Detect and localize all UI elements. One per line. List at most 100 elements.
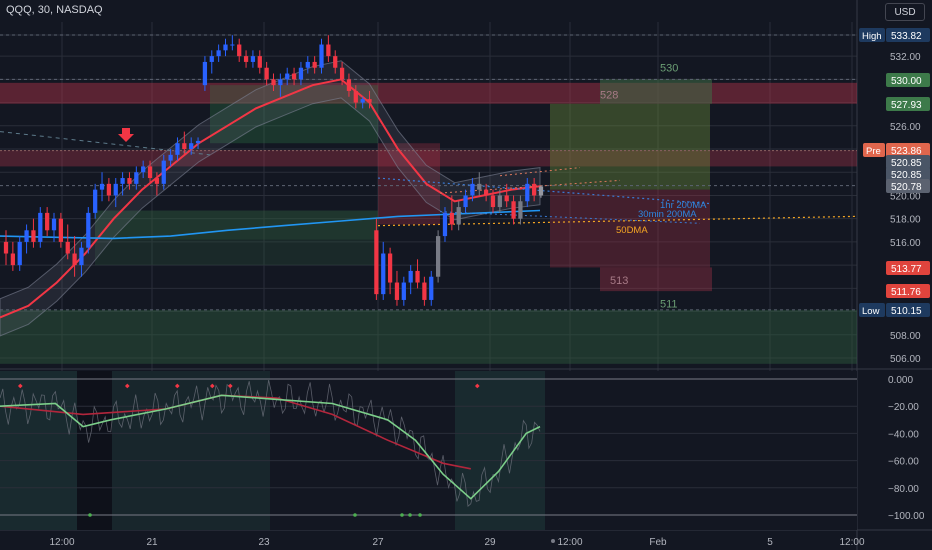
candle-body (525, 183, 530, 202)
price-tick-label: 520.00 (890, 191, 921, 202)
price-badge-prefix (859, 28, 885, 42)
green-zone-mid2 (95, 239, 378, 266)
price-badge-text: 520.85 (891, 170, 922, 181)
level-label-530: 530 (660, 63, 678, 75)
price-badge (886, 179, 930, 193)
osc-raw-line (0, 380, 541, 507)
time-tick-label: 23 (258, 537, 270, 548)
price-badge (886, 73, 930, 87)
candle-body (161, 160, 166, 184)
candle-body (45, 212, 50, 231)
time-marker-icon (551, 539, 555, 543)
time-tick-label: 12:00 (557, 537, 582, 548)
candles (3, 35, 544, 306)
candle-body (374, 230, 379, 295)
ma-blue-line (0, 209, 541, 240)
price-badge-text: 527.93 (891, 100, 922, 111)
osc-signal-dot (400, 513, 404, 517)
red-zone-511 (600, 267, 712, 292)
osc-signal-marker: ◆ (228, 384, 233, 390)
zones (0, 79, 857, 364)
candle-body (3, 241, 9, 254)
candle-body (154, 178, 160, 184)
candle-body (490, 195, 496, 208)
red-zone-top (0, 82, 857, 104)
candle-body (10, 253, 15, 266)
candle-body (230, 44, 235, 46)
candle-body (401, 282, 406, 300)
trendline-left (0, 131, 211, 156)
candle-body (99, 183, 105, 190)
red-zone-pre (0, 150, 857, 167)
candle-body (518, 201, 523, 219)
green-zone-mid (95, 210, 378, 240)
price-badge-prefix-text: Low (862, 306, 880, 317)
price-badge-prefix-text: Pre (866, 146, 881, 157)
candle-body (339, 67, 345, 80)
green-zone-bottom (0, 309, 857, 364)
candle-body (463, 195, 468, 208)
ma-label-50dma: 50DMA (616, 225, 648, 236)
osc-signal-marker: ◆ (18, 384, 23, 390)
candle-body (285, 73, 290, 80)
time-tick-label: 12:00 (839, 537, 864, 548)
osc-green-line (0, 394, 541, 500)
candle-body (387, 253, 393, 283)
candle-body (86, 212, 91, 248)
candle-body (449, 212, 454, 225)
candle-body (504, 195, 509, 202)
price-badge-prefix (859, 303, 885, 317)
candle-body (113, 183, 118, 196)
time-tick-label: Feb (649, 537, 667, 548)
candle-body (195, 140, 201, 144)
candle-body (346, 79, 352, 91)
candle-body (532, 183, 537, 196)
candle-body (319, 44, 324, 68)
oscillator-panel: ◆ ◆ ◆ ◆ ◆ ◆ (0, 371, 857, 530)
price-badge-text: 511.76 (891, 287, 921, 298)
trendline-30m (439, 211, 701, 224)
candle-body (470, 183, 475, 196)
price-tick-label: 526.00 (890, 122, 921, 133)
sell-arrow-icon (118, 128, 134, 142)
candle-body (538, 186, 544, 196)
candle-body (216, 50, 221, 57)
level-label-513: 513 (610, 275, 628, 287)
candle-body (38, 212, 43, 242)
price-tick-label: 532.00 (890, 52, 921, 63)
candle-body (79, 247, 84, 266)
price-badge-text: 530.00 (891, 76, 922, 87)
candle-body (243, 56, 249, 62)
candle-body (17, 241, 22, 266)
candle-body (298, 67, 304, 80)
candle-body (31, 230, 36, 242)
osc-signal-dot (418, 513, 422, 517)
candle-body (415, 270, 420, 283)
candle-body (367, 99, 372, 103)
ma-label-30min: 30min 200MA (638, 209, 697, 220)
price-badge-text: 533.82 (891, 31, 922, 42)
currency-button[interactable]: USD (885, 3, 925, 21)
time-tick-label: 21 (146, 537, 158, 548)
price-badge-text: 523.86 (891, 146, 922, 157)
price-badge (886, 97, 930, 111)
candle-body (120, 178, 125, 184)
candle-body (360, 99, 365, 103)
candle-body (127, 178, 132, 184)
ma-label-1hr: 1hr 200MA (660, 200, 707, 211)
price-badge (886, 28, 930, 42)
price-tick-label: 516.00 (890, 238, 921, 249)
osc-tick-label: 0.000 (888, 375, 913, 386)
price-badge (886, 143, 930, 157)
time-tick-label: 12:00 (49, 537, 74, 548)
candle-body (333, 56, 338, 68)
candle-body (65, 241, 70, 254)
candle-body (353, 90, 358, 103)
candle-body (271, 79, 276, 86)
candle-body (435, 236, 441, 277)
candle-body (456, 207, 461, 225)
green-zone-530 (600, 79, 712, 104)
chart-title: QQQ, 30, NASDAQ (6, 4, 103, 16)
osc-shade-dark (77, 371, 112, 530)
